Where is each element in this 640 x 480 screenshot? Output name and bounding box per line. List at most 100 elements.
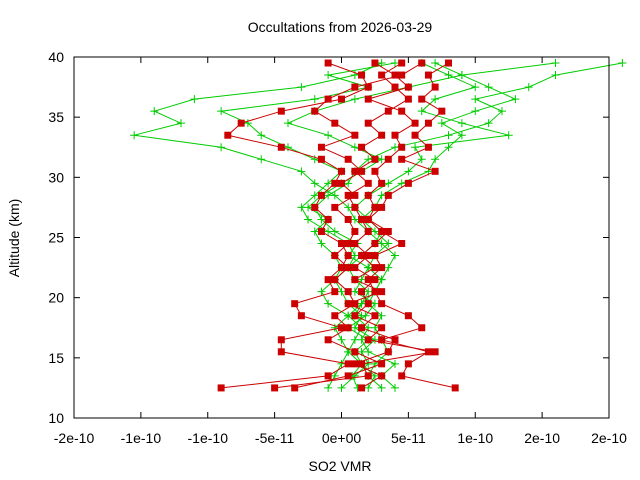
x-tick-label: -1e-10	[121, 430, 162, 446]
data-point	[350, 143, 359, 152]
data-point	[311, 107, 319, 115]
data-point	[471, 107, 480, 116]
data-point	[330, 323, 339, 332]
series-profile-j	[291, 59, 426, 392]
data-point	[217, 107, 226, 116]
data-point	[384, 191, 392, 199]
data-point	[351, 360, 359, 368]
data-point	[424, 119, 432, 127]
data-point	[377, 275, 386, 284]
data-point	[397, 179, 406, 188]
data-point	[377, 155, 386, 164]
data-point	[364, 300, 372, 308]
data-point	[337, 383, 346, 392]
x-tick-label: -5e-11	[255, 430, 295, 446]
data-point	[297, 203, 306, 212]
data-point	[217, 143, 226, 152]
y-tick-label: 20	[48, 290, 64, 306]
data-point	[310, 95, 319, 104]
data-point	[445, 59, 452, 67]
data-point	[351, 203, 359, 211]
data-point	[324, 191, 333, 200]
series-line	[346, 62, 416, 389]
data-point	[364, 263, 373, 272]
series-profile-k	[344, 59, 419, 392]
data-point	[344, 324, 352, 332]
data-point	[551, 71, 560, 80]
x-tick-label: 0e+00	[322, 430, 362, 446]
data-point	[237, 119, 245, 127]
data-point	[317, 155, 325, 163]
data-point	[350, 251, 359, 260]
data-point	[377, 311, 386, 320]
x-tick-label: -1e-10	[188, 430, 229, 446]
data-point	[364, 347, 373, 356]
data-point	[371, 167, 379, 175]
data-point	[378, 227, 386, 235]
data-point	[451, 384, 459, 392]
data-point	[344, 360, 352, 368]
data-point	[391, 71, 399, 79]
data-point	[284, 119, 292, 128]
series-line	[274, 62, 436, 389]
data-point	[291, 300, 299, 308]
series-line	[286, 62, 556, 389]
data-point	[311, 203, 319, 211]
data-point	[424, 71, 432, 79]
data-point	[384, 155, 392, 163]
data-point	[304, 203, 313, 212]
data-point	[344, 288, 352, 296]
data-point	[378, 336, 386, 344]
ticks-layer: -2e-10 -1e-10 -1e-10 -5e-11 0e+00 5e-11 1e-10 2…	[48, 49, 627, 446]
data-point	[378, 360, 386, 368]
data-point	[337, 335, 346, 344]
data-point	[324, 59, 332, 67]
data-point	[358, 167, 366, 175]
y-tick-label: 35	[48, 109, 64, 125]
data-point	[498, 107, 506, 116]
data-point	[378, 300, 386, 308]
x-tick-label: 2e-10	[591, 430, 627, 446]
data-point	[384, 263, 393, 272]
data-point	[351, 83, 359, 91]
data-point	[398, 107, 406, 115]
data-point	[338, 179, 345, 187]
data-point	[471, 83, 480, 92]
data-point	[457, 131, 466, 140]
x-tick-label: 2e-10	[524, 430, 560, 446]
data-point	[331, 276, 339, 284]
data-point	[364, 179, 372, 187]
data-point	[271, 384, 279, 392]
data-point	[351, 240, 359, 248]
data-point	[331, 179, 339, 187]
data-point	[371, 252, 379, 260]
data-point	[378, 324, 386, 332]
data-point	[431, 155, 440, 164]
data-point	[338, 324, 345, 332]
data-point	[338, 240, 345, 248]
data-point	[344, 372, 352, 380]
data-point	[391, 251, 399, 260]
data-point	[378, 71, 386, 79]
data-point	[304, 215, 313, 224]
x-tick-label: -2e-10	[54, 430, 95, 446]
data-point	[297, 83, 306, 92]
y-tick-label: 10	[48, 410, 64, 426]
data-point	[404, 95, 412, 103]
data-point	[337, 359, 346, 368]
data-point	[371, 288, 379, 296]
data-point	[378, 288, 386, 296]
data-point	[331, 288, 339, 296]
data-point	[431, 95, 440, 104]
data-point	[457, 119, 466, 128]
series-line	[294, 62, 423, 389]
data-point	[377, 191, 386, 200]
data-point	[324, 71, 333, 80]
data-point	[398, 155, 406, 163]
data-point	[243, 119, 252, 128]
data-point	[344, 300, 352, 308]
data-point	[378, 203, 386, 211]
chart-title: Occultations from 2026-03-29	[248, 19, 433, 35]
data-point	[317, 227, 325, 235]
